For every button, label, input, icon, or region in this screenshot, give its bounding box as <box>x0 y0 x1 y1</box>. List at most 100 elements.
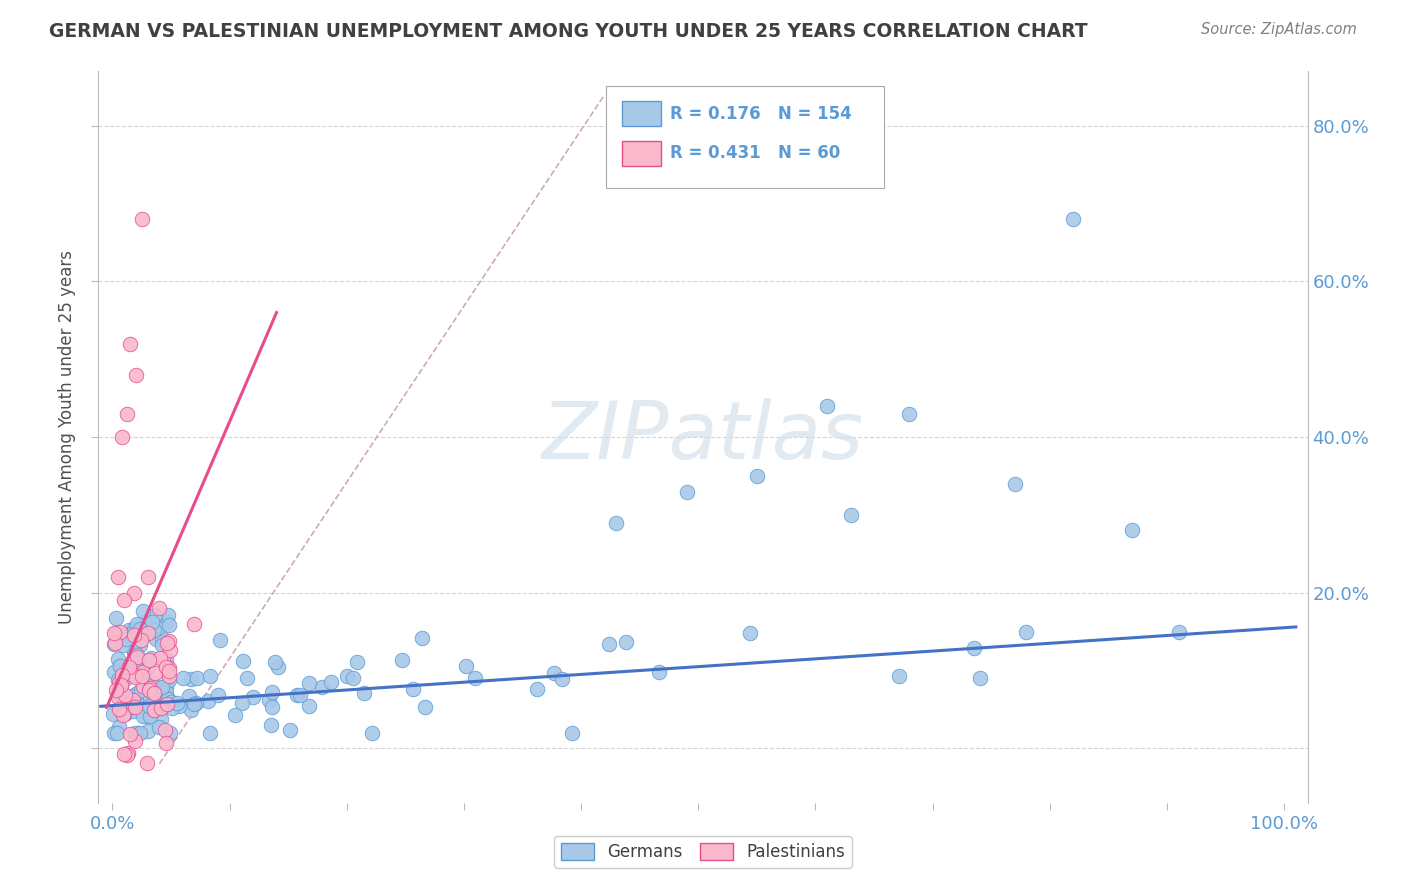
Point <box>157 668 180 682</box>
Point <box>120 689 142 703</box>
Point <box>150 713 173 727</box>
Point <box>411 631 433 645</box>
Point <box>259 693 281 707</box>
Point <box>120 627 142 641</box>
Point <box>132 667 155 681</box>
Point <box>401 681 423 696</box>
Point <box>115 632 138 646</box>
Point <box>156 614 179 628</box>
Point <box>108 659 131 673</box>
Point <box>120 336 141 351</box>
Point <box>209 632 232 647</box>
Point <box>128 659 150 673</box>
Point <box>122 704 145 718</box>
Point <box>132 604 155 618</box>
Point <box>103 725 125 739</box>
Point <box>142 681 165 695</box>
Point <box>121 699 143 714</box>
Point <box>127 648 149 662</box>
Point <box>260 700 283 714</box>
Point <box>342 671 364 685</box>
Point <box>124 670 146 684</box>
Point <box>155 660 177 674</box>
Point <box>605 516 627 530</box>
Point <box>112 691 135 706</box>
Point <box>129 632 152 647</box>
Point <box>231 697 253 711</box>
Point <box>118 665 141 679</box>
Point <box>224 708 246 723</box>
Point <box>128 625 150 640</box>
Point <box>110 658 132 673</box>
Point <box>298 676 321 690</box>
Point <box>152 650 174 665</box>
Point <box>148 721 170 735</box>
Point <box>128 620 150 634</box>
Point <box>157 665 180 679</box>
Point <box>118 624 141 638</box>
Point <box>169 699 191 714</box>
Point <box>285 688 308 702</box>
Point <box>138 698 160 713</box>
Point <box>200 725 222 739</box>
Point <box>156 636 179 650</box>
Point <box>561 725 583 739</box>
Point <box>124 734 146 748</box>
Point <box>155 653 177 667</box>
Point <box>969 671 991 685</box>
Point <box>184 696 207 710</box>
Point <box>180 702 202 716</box>
Point <box>290 688 312 702</box>
Point <box>111 668 134 682</box>
Point <box>311 681 333 695</box>
Point <box>141 694 163 708</box>
FancyBboxPatch shape <box>621 101 661 127</box>
Point <box>103 665 125 679</box>
Text: ZIPatlas: ZIPatlas <box>541 398 865 476</box>
Point <box>526 681 548 696</box>
Point <box>110 678 132 692</box>
Point <box>157 633 180 648</box>
Point <box>156 691 179 706</box>
Point <box>183 616 205 631</box>
Point <box>138 653 160 667</box>
Point <box>105 625 128 640</box>
Point <box>118 667 141 681</box>
Point <box>139 651 162 665</box>
Point <box>107 690 129 705</box>
Point <box>1004 476 1026 491</box>
Point <box>132 624 155 638</box>
Point <box>131 212 153 227</box>
Point <box>815 399 838 413</box>
Point <box>157 607 180 622</box>
Point <box>124 725 146 739</box>
Point <box>267 660 290 674</box>
Point <box>260 684 283 698</box>
Point <box>115 748 138 763</box>
Text: R = 0.176   N = 154: R = 0.176 N = 154 <box>671 104 852 123</box>
Point <box>454 658 477 673</box>
Point <box>198 669 221 683</box>
Point <box>413 700 436 714</box>
Point <box>1167 624 1189 639</box>
Point <box>112 708 135 723</box>
Point <box>105 686 128 700</box>
Point <box>155 685 177 699</box>
FancyBboxPatch shape <box>606 86 884 188</box>
Point <box>143 607 166 622</box>
Y-axis label: Unemployment Among Youth under 25 years: Unemployment Among Youth under 25 years <box>58 250 76 624</box>
Point <box>157 691 180 706</box>
Point <box>103 626 125 640</box>
Point <box>127 650 149 665</box>
Point <box>159 725 181 739</box>
Point <box>122 692 145 706</box>
Point <box>127 725 149 739</box>
Point <box>115 706 138 720</box>
Point <box>149 700 172 714</box>
Text: Source: ZipAtlas.com: Source: ZipAtlas.com <box>1201 22 1357 37</box>
Point <box>104 611 127 625</box>
Point <box>107 652 129 666</box>
Point <box>103 636 125 650</box>
Point <box>157 661 180 675</box>
Point <box>166 696 188 710</box>
